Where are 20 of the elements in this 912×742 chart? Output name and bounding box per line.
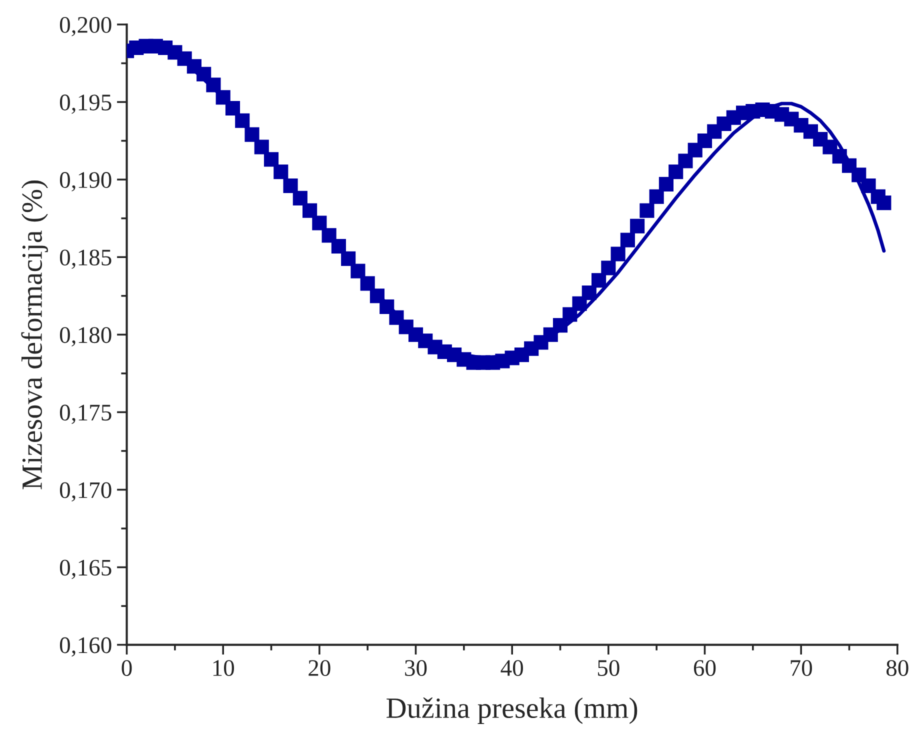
y-tick-label: 0,185: [60, 250, 112, 269]
y-tick-label: 0,190: [60, 172, 112, 192]
x-axis-title: Dužina preseka (mm): [386, 697, 638, 724]
x-tick-label: 10: [213, 660, 234, 676]
x-tick-label: 30: [405, 660, 427, 676]
y-tick-label: 0,175: [60, 404, 112, 424]
x-tick-label: 50: [598, 660, 620, 676]
y-tick-label: 0,180: [60, 327, 112, 346]
x-tick-label: 0: [122, 660, 132, 676]
y-tick-label: 0,170: [60, 482, 112, 502]
y-tick-label: 0,165: [60, 560, 112, 580]
x-tick-label: 20: [308, 660, 330, 676]
x-tick-label: 70: [790, 660, 812, 676]
y-tick-label: 0,195: [60, 94, 112, 114]
y-tick-label: 0,160: [60, 637, 112, 657]
y-tick-label: 0,200: [60, 16, 112, 36]
x-tick-label: 40: [500, 660, 523, 676]
x-tick-label: 60: [694, 660, 716, 676]
x-tick-label: 80: [886, 660, 908, 676]
y-axis-title: Mizesova deformacija (%): [21, 180, 48, 490]
